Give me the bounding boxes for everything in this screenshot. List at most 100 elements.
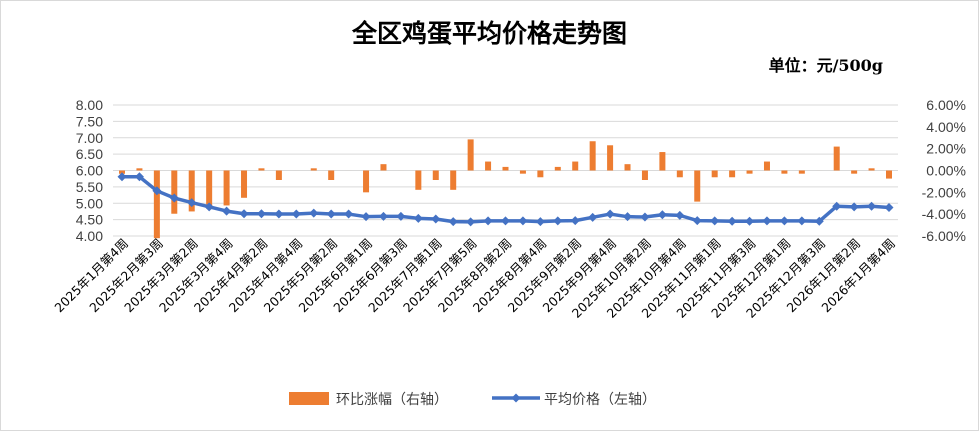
bar-mom-change	[119, 170, 125, 174]
line-point-marker	[797, 216, 807, 226]
bar-mom-change	[432, 170, 439, 180]
bar-mom-change	[641, 170, 648, 180]
bar-mom-change	[171, 170, 178, 214]
line-point-marker	[849, 202, 859, 212]
bar-mom-change	[868, 168, 875, 171]
line-point-marker	[518, 216, 528, 226]
bar-mom-change	[833, 146, 840, 171]
legend-line-label: 平均价格（左轴）	[544, 392, 656, 408]
legend-bar-label: 环比涨幅（右轴）	[336, 392, 448, 408]
line-point-marker	[361, 212, 371, 222]
bar-mom-change	[467, 139, 474, 171]
right-axis-tick: 2.00%	[926, 141, 966, 157]
line-point-marker	[745, 216, 755, 226]
bar-mom-change	[537, 170, 544, 178]
left-axis-tick: 6.50	[76, 146, 103, 162]
legend-bar-swatch	[289, 392, 329, 405]
left-axis-tick: 8.00	[76, 97, 103, 113]
line-point-marker	[448, 217, 458, 227]
line-point-marker	[867, 201, 877, 211]
line-point-marker	[344, 209, 354, 219]
bar-mom-change	[206, 170, 213, 209]
line-point-marker	[727, 216, 737, 226]
line-point-marker	[884, 203, 894, 213]
bar-mom-change	[851, 170, 858, 174]
bar-mom-change	[572, 161, 579, 171]
legend-line-marker	[511, 393, 521, 403]
line-point-marker	[710, 216, 720, 226]
bar-mom-change	[554, 166, 561, 171]
right-axis-tick: -4.00%	[922, 206, 966, 222]
line-point-marker	[239, 209, 249, 219]
line-point-marker	[553, 216, 563, 226]
bar-mom-change	[502, 166, 509, 171]
line-point-marker	[152, 186, 162, 196]
bar-mom-change	[223, 170, 230, 206]
bar-mom-change	[519, 170, 526, 174]
left-axis-tick: 5.00	[76, 195, 103, 211]
right-axis-tick: 4.00%	[926, 119, 966, 135]
line-point-marker	[134, 172, 144, 182]
left-axis-tick: 7.00	[76, 130, 103, 146]
bar-mom-change	[363, 170, 370, 193]
bar-mom-change	[886, 170, 892, 179]
bar-mom-change	[694, 170, 701, 202]
line-point-marker	[169, 193, 179, 203]
line-point-marker	[204, 202, 214, 212]
line-point-marker	[378, 211, 388, 221]
line-point-marker	[605, 209, 615, 219]
bar-mom-change	[711, 170, 718, 178]
line-point-marker	[501, 216, 510, 226]
bar-mom-change	[415, 170, 422, 190]
bar-mom-change	[310, 168, 317, 171]
line-point-marker	[291, 209, 301, 219]
right-axis-tick: -6.00%	[922, 228, 966, 244]
line-point-marker	[466, 217, 476, 227]
left-axis-tick: 4.00	[76, 228, 103, 244]
line-point-marker	[326, 209, 336, 219]
line-point-marker	[762, 216, 772, 226]
line-avg-price	[122, 174, 890, 224]
left-axis-tick: 7.50	[76, 113, 103, 129]
line-point-marker	[309, 208, 319, 218]
line-point-marker	[623, 212, 633, 222]
bar-mom-change	[450, 170, 457, 190]
chart-title: 全区鸡蛋平均价格走势图	[351, 19, 627, 48]
bar-mom-change	[676, 170, 683, 178]
bar-mom-change	[729, 170, 736, 178]
line-point-marker	[483, 216, 493, 226]
bar-mom-change	[607, 145, 614, 171]
line-point-marker	[779, 216, 789, 226]
bar-mom-change	[485, 161, 492, 171]
line-point-marker	[431, 214, 441, 224]
line-point-marker	[535, 217, 545, 227]
bar-mom-change	[258, 168, 265, 171]
right-axis-tick: 6.00%	[926, 97, 966, 113]
bar-mom-change	[188, 170, 195, 212]
bar-mom-change	[153, 170, 160, 239]
line-point-marker	[657, 210, 667, 220]
line-point-marker	[396, 211, 406, 221]
unit-label: 单位：元/500g	[768, 56, 883, 75]
left-axis-tick: 5.50	[76, 179, 103, 195]
line-point-marker	[274, 209, 284, 219]
bar-mom-change	[275, 170, 282, 180]
bar-mom-change	[624, 164, 631, 171]
bar-mom-change	[746, 170, 753, 174]
left-axis-tick: 4.50	[76, 212, 103, 228]
line-point-marker	[256, 209, 266, 219]
bar-mom-change	[241, 170, 248, 198]
right-axis-tick: -2.00%	[922, 184, 966, 200]
line-point-marker	[222, 206, 232, 216]
line-point-marker	[832, 201, 842, 211]
line-point-marker	[570, 216, 580, 226]
left-axis-tick: 6.00	[76, 163, 103, 179]
line-point-marker	[413, 213, 423, 223]
line-point-marker	[814, 216, 824, 226]
line-point-marker	[675, 210, 685, 220]
bar-mom-change	[328, 170, 335, 180]
bar-mom-change	[781, 170, 788, 174]
bar-mom-change	[136, 168, 143, 171]
right-axis-tick: 0.00%	[926, 163, 966, 179]
